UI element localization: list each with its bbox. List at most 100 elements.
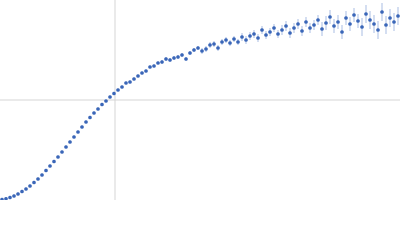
data-point <box>84 120 88 124</box>
data-point <box>304 20 308 24</box>
data-point <box>104 99 108 103</box>
data-point <box>212 42 216 46</box>
data-point <box>120 85 124 89</box>
data-point <box>220 40 224 44</box>
data-point <box>348 22 352 26</box>
data-point <box>180 53 184 57</box>
data-point <box>24 187 28 191</box>
data-point <box>328 15 332 19</box>
data-point <box>300 29 304 33</box>
data-point <box>172 56 176 60</box>
data-point <box>20 189 24 194</box>
data-point <box>56 155 60 159</box>
data-point <box>12 194 16 198</box>
data-point <box>268 30 272 34</box>
data-point <box>48 164 52 168</box>
data-point <box>136 74 140 78</box>
data-point <box>336 20 340 24</box>
data-point <box>32 180 36 185</box>
data-point <box>80 125 84 129</box>
data-point <box>280 28 284 32</box>
data-point <box>192 48 196 52</box>
data-point <box>108 95 112 99</box>
data-point <box>228 41 232 45</box>
data-point <box>144 69 148 73</box>
data-point <box>40 173 44 177</box>
data-point <box>384 23 388 27</box>
data-point <box>340 30 344 34</box>
data-point <box>160 60 164 64</box>
data-point <box>264 33 268 37</box>
data-point <box>216 46 220 50</box>
data-point <box>316 18 320 22</box>
data-point <box>112 91 116 96</box>
data-point <box>236 40 240 44</box>
data-point <box>16 192 20 196</box>
data-point <box>4 197 8 200</box>
data-point <box>248 34 252 38</box>
data-point <box>200 49 204 53</box>
data-point <box>28 184 32 188</box>
data-point <box>152 64 156 68</box>
data-point <box>156 61 160 65</box>
data-point <box>240 35 244 39</box>
data-point <box>88 115 92 120</box>
data-point <box>60 150 64 154</box>
data-point <box>292 26 296 30</box>
data-point <box>368 18 372 22</box>
data-point <box>324 21 328 25</box>
data-point <box>64 145 68 149</box>
data-point <box>188 51 192 55</box>
data-point <box>148 65 152 69</box>
data-point <box>252 32 256 36</box>
data-point <box>352 13 356 17</box>
data-point <box>116 88 120 92</box>
data-point <box>288 31 292 35</box>
data-point <box>164 57 168 61</box>
data-point <box>244 38 248 42</box>
data-point <box>76 130 80 134</box>
data-point <box>380 10 384 14</box>
data-point <box>224 38 228 42</box>
data-point <box>72 135 76 139</box>
data-point <box>376 28 380 32</box>
data-point <box>360 25 364 29</box>
data-point <box>68 140 72 144</box>
data-point <box>312 23 316 27</box>
data-point <box>276 32 280 36</box>
data-point <box>124 81 128 85</box>
data-point <box>140 71 144 75</box>
data-point <box>388 16 392 20</box>
chart <box>0 0 400 200</box>
data-point <box>196 46 200 50</box>
data-point <box>272 26 276 30</box>
data-point <box>208 43 212 47</box>
data-point <box>320 27 324 31</box>
data-point <box>332 24 336 28</box>
data-point <box>308 26 312 30</box>
data-point <box>96 107 100 111</box>
data-point <box>260 28 264 32</box>
data-point <box>356 19 360 23</box>
data-point <box>396 14 400 18</box>
data-point <box>36 177 40 181</box>
data-point <box>392 20 396 24</box>
data-point <box>204 47 208 51</box>
data-point <box>0 197 4 200</box>
data-point <box>44 168 48 173</box>
data-point <box>168 58 172 62</box>
data-point <box>256 36 260 40</box>
data-point <box>232 37 236 41</box>
data-point <box>100 102 104 107</box>
data-point <box>176 55 180 59</box>
data-point <box>52 159 56 164</box>
data-point <box>184 57 188 61</box>
data-point <box>364 12 368 16</box>
data-point <box>372 22 376 26</box>
data-point <box>132 77 136 81</box>
data-point <box>8 195 12 200</box>
data-point <box>92 111 96 115</box>
data-point <box>344 16 348 20</box>
data-point <box>296 22 300 26</box>
data-point <box>128 80 132 84</box>
